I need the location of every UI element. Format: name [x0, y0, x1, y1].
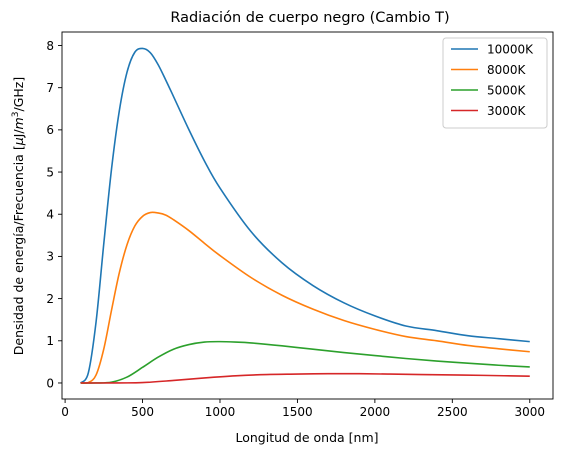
- x-axis-ticks: 0 500 1000 1500 2000 2500 3000: [61, 399, 545, 419]
- chart-title: Radiación de cuerpo negro (Cambio T): [170, 10, 449, 26]
- series-line-3000K: [80, 372, 530, 384]
- plot-area: [61, 31, 554, 400]
- y-tick-label: 2: [46, 292, 54, 306]
- y-tick-label: 3: [46, 250, 54, 264]
- series-layer: [79, 47, 530, 385]
- x-tick-label: 3000: [514, 405, 545, 419]
- y-tick-label: 8: [46, 39, 54, 53]
- y-axis-ticks: 0 1 2 3 4 5 6 7 8: [46, 39, 62, 390]
- y-tick-label: 1: [46, 334, 54, 348]
- legend-box: [442, 37, 548, 129]
- x-tick-label: 500: [131, 405, 154, 419]
- series-line-8000K: [80, 211, 530, 385]
- plot-frame: [61, 31, 554, 400]
- legend: 10000K 8000K 5000K 3000K: [442, 37, 548, 129]
- legend-label-5000K: 5000K: [487, 83, 527, 97]
- x-axis-label: Longitud de onda [nm]: [235, 430, 378, 445]
- x-tick-label: 1500: [282, 405, 313, 419]
- legend-label-10000K: 10000K: [487, 42, 534, 56]
- x-tick-label: 1000: [205, 405, 236, 419]
- y-tick-label: 7: [46, 81, 54, 95]
- y-axis-label: Densidad de energía/Frecuencia [μJ/m3/GH…: [11, 77, 26, 355]
- y-tick-label: 5: [46, 165, 54, 179]
- x-tick-label: 2500: [437, 405, 468, 419]
- legend-label-3000K: 3000K: [487, 104, 527, 118]
- x-tick-label: 2000: [360, 405, 391, 419]
- series-line-5000K: [80, 340, 530, 384]
- x-tick-label: 0: [61, 405, 69, 419]
- y-tick-label: 0: [46, 376, 54, 390]
- y-tick-label: 6: [46, 123, 54, 137]
- series-line-10000K: [79, 47, 530, 384]
- legend-label-8000K: 8000K: [487, 63, 527, 77]
- y-tick-label: 4: [46, 208, 54, 222]
